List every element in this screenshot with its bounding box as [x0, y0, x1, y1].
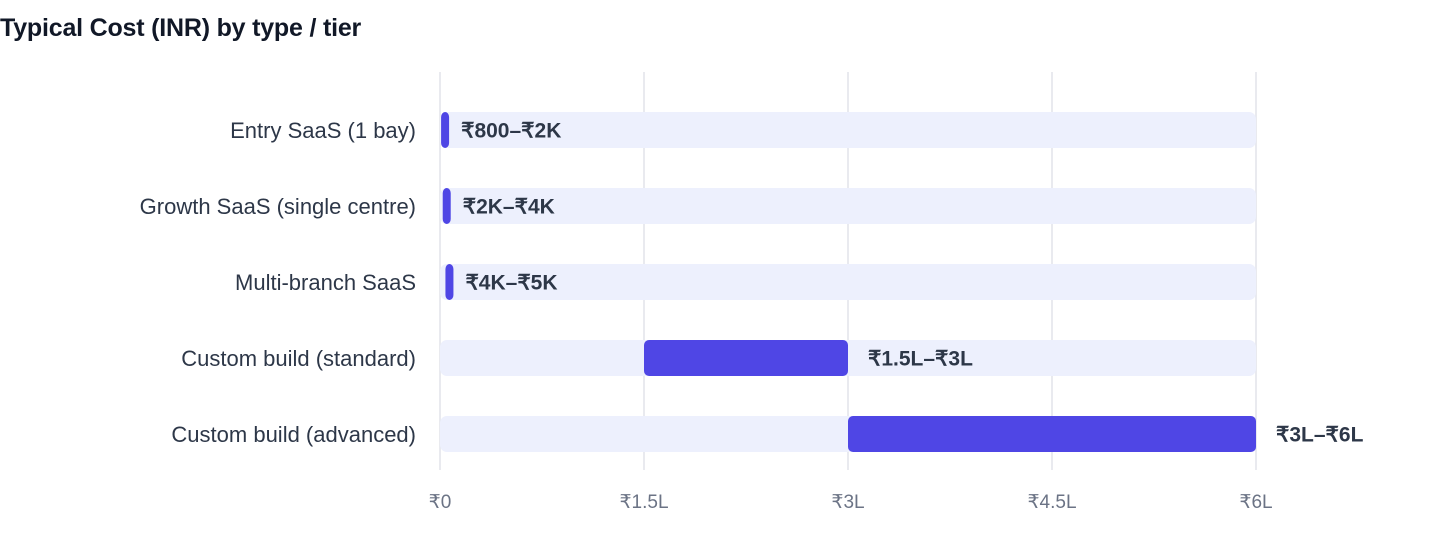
category-labels: Entry SaaS (1 bay) Growth SaaS (single ce…	[140, 118, 416, 447]
data-label-1: ₹2K–₹4K	[463, 196, 555, 219]
x-tick-label-2: ₹3L	[831, 492, 864, 513]
data-label-2: ₹4K–₹5K	[465, 272, 557, 295]
bar-track-0	[440, 112, 1256, 148]
bar-track-1	[440, 188, 1256, 224]
data-label-0: ₹800–₹2K	[461, 120, 561, 143]
x-tick-label-4: ₹6L	[1239, 492, 1272, 513]
bar-1	[442, 188, 451, 224]
x-tick-label-1: ₹1.5L	[619, 492, 668, 513]
x-tick-label-0: ₹0	[429, 492, 452, 513]
bar-0	[441, 112, 450, 148]
bar-3	[644, 340, 848, 376]
category-label-4: Custom build (advanced)	[171, 422, 416, 447]
bar-track-2	[440, 264, 1256, 300]
bar-4	[848, 416, 1256, 452]
data-label-3: ₹1.5L–₹3L	[868, 348, 973, 371]
x-tick-label-3: ₹4.5L	[1027, 492, 1076, 513]
bars	[441, 112, 1256, 452]
category-label-3: Custom build (standard)	[181, 346, 416, 371]
x-axis-ticks: ₹0 ₹1.5L ₹3L ₹4.5L ₹6L	[429, 492, 1273, 513]
data-labels: ₹800–₹2K ₹2K–₹4K ₹4K–₹5K ₹1.5L–₹3L ₹3L–₹6L	[461, 120, 1363, 447]
category-label-0: Entry SaaS (1 bay)	[230, 118, 416, 143]
category-label-2: Multi-branch SaaS	[235, 270, 416, 295]
category-label-1: Growth SaaS (single centre)	[140, 194, 416, 219]
data-label-4: ₹3L–₹6L	[1276, 424, 1364, 447]
chart-title: Typical Cost (INR) by type / tier	[0, 14, 362, 42]
bar-2	[445, 264, 454, 300]
